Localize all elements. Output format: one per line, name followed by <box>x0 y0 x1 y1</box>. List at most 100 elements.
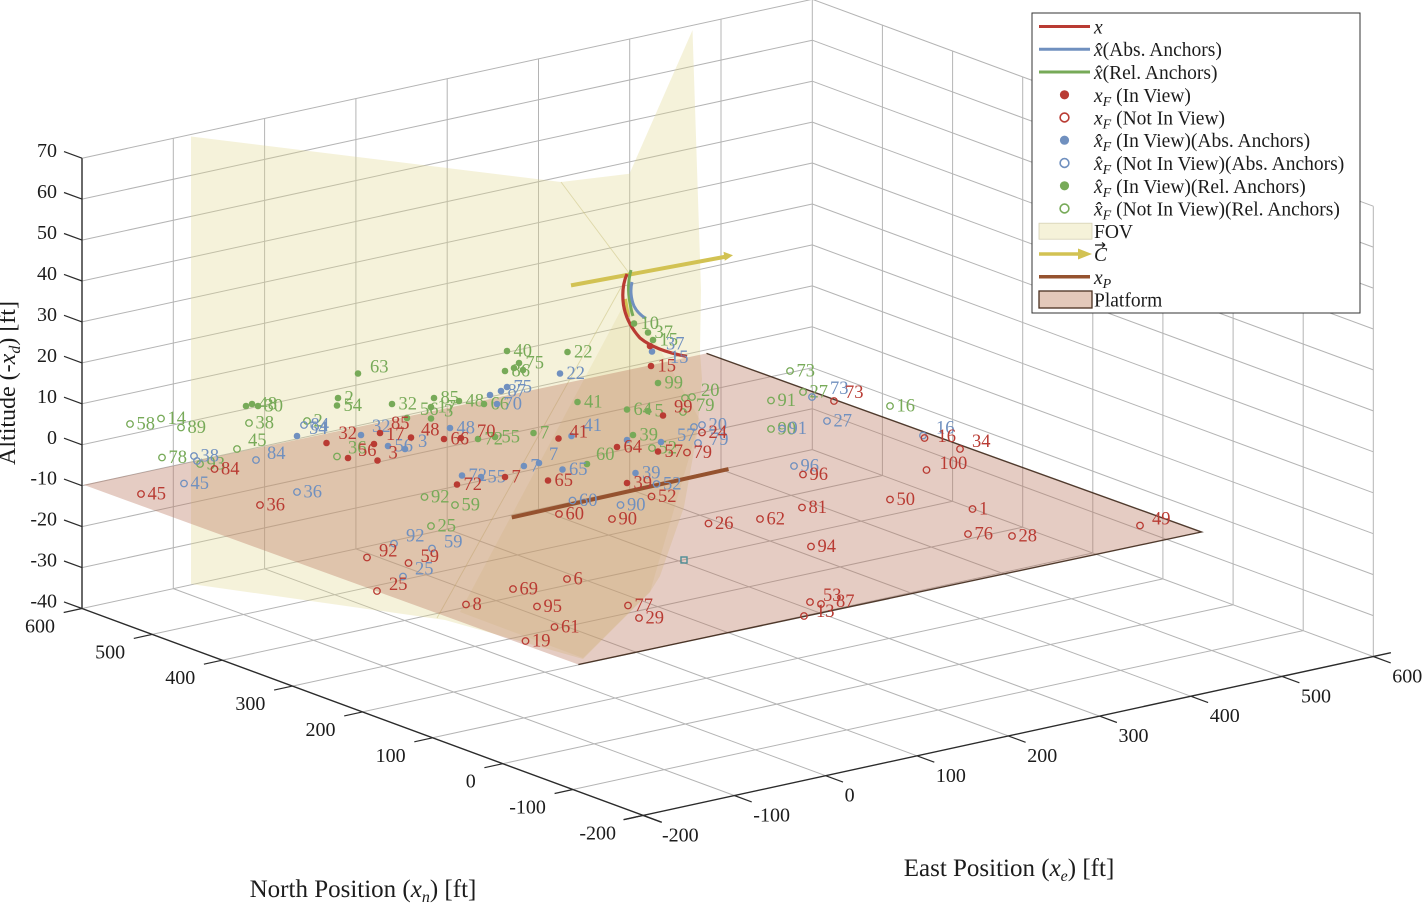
svg-text:x̂F​ (Not In View)(Rel. Anchor: x̂F​ (Not In View)(Rel. Anchors) <box>1093 200 1340 224</box>
svg-text:2: 2 <box>314 412 323 432</box>
svg-text:0: 0 <box>466 771 476 793</box>
svg-text:8: 8 <box>473 595 482 615</box>
svg-text:32: 32 <box>339 424 358 444</box>
svg-text:52: 52 <box>658 487 677 507</box>
svg-text:20: 20 <box>37 345 57 367</box>
svg-text:55: 55 <box>502 428 521 448</box>
svg-text:59: 59 <box>462 496 481 516</box>
svg-text:32: 32 <box>372 417 391 437</box>
svg-text:52: 52 <box>663 475 682 495</box>
svg-text:3: 3 <box>444 402 453 422</box>
svg-text:65: 65 <box>569 460 588 480</box>
svg-text:FOV: FOV <box>1094 222 1133 243</box>
svg-text:North Position (xn) [ft]: North Position (xn) [ft] <box>250 876 477 905</box>
svg-text:3: 3 <box>389 444 398 464</box>
svg-text:56: 56 <box>358 441 377 461</box>
svg-text:200: 200 <box>306 719 336 741</box>
svg-text:100: 100 <box>936 765 966 787</box>
svg-text:32: 32 <box>399 395 418 415</box>
svg-text:72: 72 <box>469 466 488 486</box>
svg-text:15: 15 <box>660 331 679 351</box>
svg-text:10: 10 <box>37 386 57 408</box>
svg-text:16: 16 <box>936 419 955 439</box>
svg-text:22: 22 <box>567 364 586 384</box>
svg-text:-20: -20 <box>30 509 57 531</box>
svg-text:45: 45 <box>148 485 167 505</box>
svg-text:36: 36 <box>304 483 323 503</box>
svg-text:90: 90 <box>627 496 646 516</box>
svg-text:87: 87 <box>836 592 855 612</box>
svg-text:x̂F​ (Not In View)(Abs. Anchor: x̂F​ (Not In View)(Abs. Anchors) <box>1093 154 1344 178</box>
svg-text:56: 56 <box>420 400 439 420</box>
svg-text:East Position (xe) [ft]: East Position (xe) [ft] <box>904 855 1115 885</box>
svg-text:41: 41 <box>584 416 603 436</box>
svg-text:39: 39 <box>634 474 653 494</box>
svg-text:27: 27 <box>834 412 853 432</box>
svg-text:84: 84 <box>311 416 330 436</box>
svg-text:92: 92 <box>379 542 398 562</box>
svg-text:45: 45 <box>191 474 210 494</box>
svg-text:69: 69 <box>520 580 539 600</box>
svg-text:34: 34 <box>972 432 991 452</box>
svg-text:500: 500 <box>95 641 125 663</box>
svg-text:x̂(Abs. Anchors): x̂(Abs. Anchors) <box>1093 40 1222 61</box>
svg-text:15: 15 <box>670 348 689 368</box>
svg-text:39: 39 <box>642 464 661 484</box>
svg-text:40: 40 <box>514 342 533 362</box>
svg-text:79: 79 <box>696 396 715 416</box>
svg-text:-30: -30 <box>30 550 57 572</box>
svg-text:54: 54 <box>309 419 328 439</box>
svg-text:-10: -10 <box>30 468 57 490</box>
svg-text:7: 7 <box>549 445 558 465</box>
svg-text:17: 17 <box>438 398 457 418</box>
svg-text:58: 58 <box>137 415 156 435</box>
svg-text:48: 48 <box>259 395 278 415</box>
svg-text:99: 99 <box>665 374 684 394</box>
svg-text:72: 72 <box>464 475 483 495</box>
svg-text:27: 27 <box>810 383 829 403</box>
svg-text:37: 37 <box>655 323 674 343</box>
svg-text:40: 40 <box>37 263 57 285</box>
svg-text:41: 41 <box>570 423 589 443</box>
svg-text:48: 48 <box>457 419 476 439</box>
svg-text:87: 87 <box>508 382 527 402</box>
svg-text:78: 78 <box>169 448 188 468</box>
svg-text:92: 92 <box>431 488 450 508</box>
svg-text:20: 20 <box>701 381 720 401</box>
svg-text:400: 400 <box>165 667 195 689</box>
svg-text:22: 22 <box>574 343 593 363</box>
svg-text:x̂(Rel. Anchors): x̂(Rel. Anchors) <box>1093 63 1217 84</box>
svg-text:73: 73 <box>845 383 864 403</box>
svg-text:62: 62 <box>767 510 786 530</box>
svg-text:84: 84 <box>221 460 240 480</box>
svg-text:70: 70 <box>37 140 57 162</box>
svg-text:73: 73 <box>830 379 849 399</box>
svg-text:200: 200 <box>1027 745 1057 767</box>
svg-text:39: 39 <box>640 426 659 446</box>
svg-text:6: 6 <box>574 570 583 590</box>
svg-text:xF​ (In View): xF​ (In View) <box>1093 86 1191 110</box>
svg-text:x̂F​ (In View)(Rel. Anchors): x̂F​ (In View)(Rel. Anchors) <box>1093 177 1306 201</box>
svg-text:99: 99 <box>674 398 693 418</box>
svg-text:20: 20 <box>709 416 728 436</box>
svg-text:49: 49 <box>1152 510 1171 530</box>
svg-text:76: 76 <box>975 525 994 545</box>
svg-text:0: 0 <box>845 785 855 807</box>
svg-text:26: 26 <box>715 514 734 534</box>
svg-text:81: 81 <box>809 498 828 518</box>
svg-text:300: 300 <box>235 693 265 715</box>
svg-text:60: 60 <box>579 491 598 511</box>
svg-text:79: 79 <box>694 443 713 463</box>
svg-text:400: 400 <box>1210 705 1240 727</box>
svg-text:16: 16 <box>897 397 916 417</box>
svg-text:2: 2 <box>345 389 354 409</box>
svg-text:85: 85 <box>441 389 460 409</box>
svg-text:C: C <box>1094 245 1108 266</box>
svg-text:48: 48 <box>421 421 440 441</box>
svg-text:17: 17 <box>386 425 405 445</box>
svg-text:63: 63 <box>370 358 389 378</box>
svg-text:29: 29 <box>646 609 665 629</box>
svg-text:5: 5 <box>655 402 664 422</box>
svg-text:1: 1 <box>979 500 988 520</box>
svg-text:25: 25 <box>438 517 457 537</box>
